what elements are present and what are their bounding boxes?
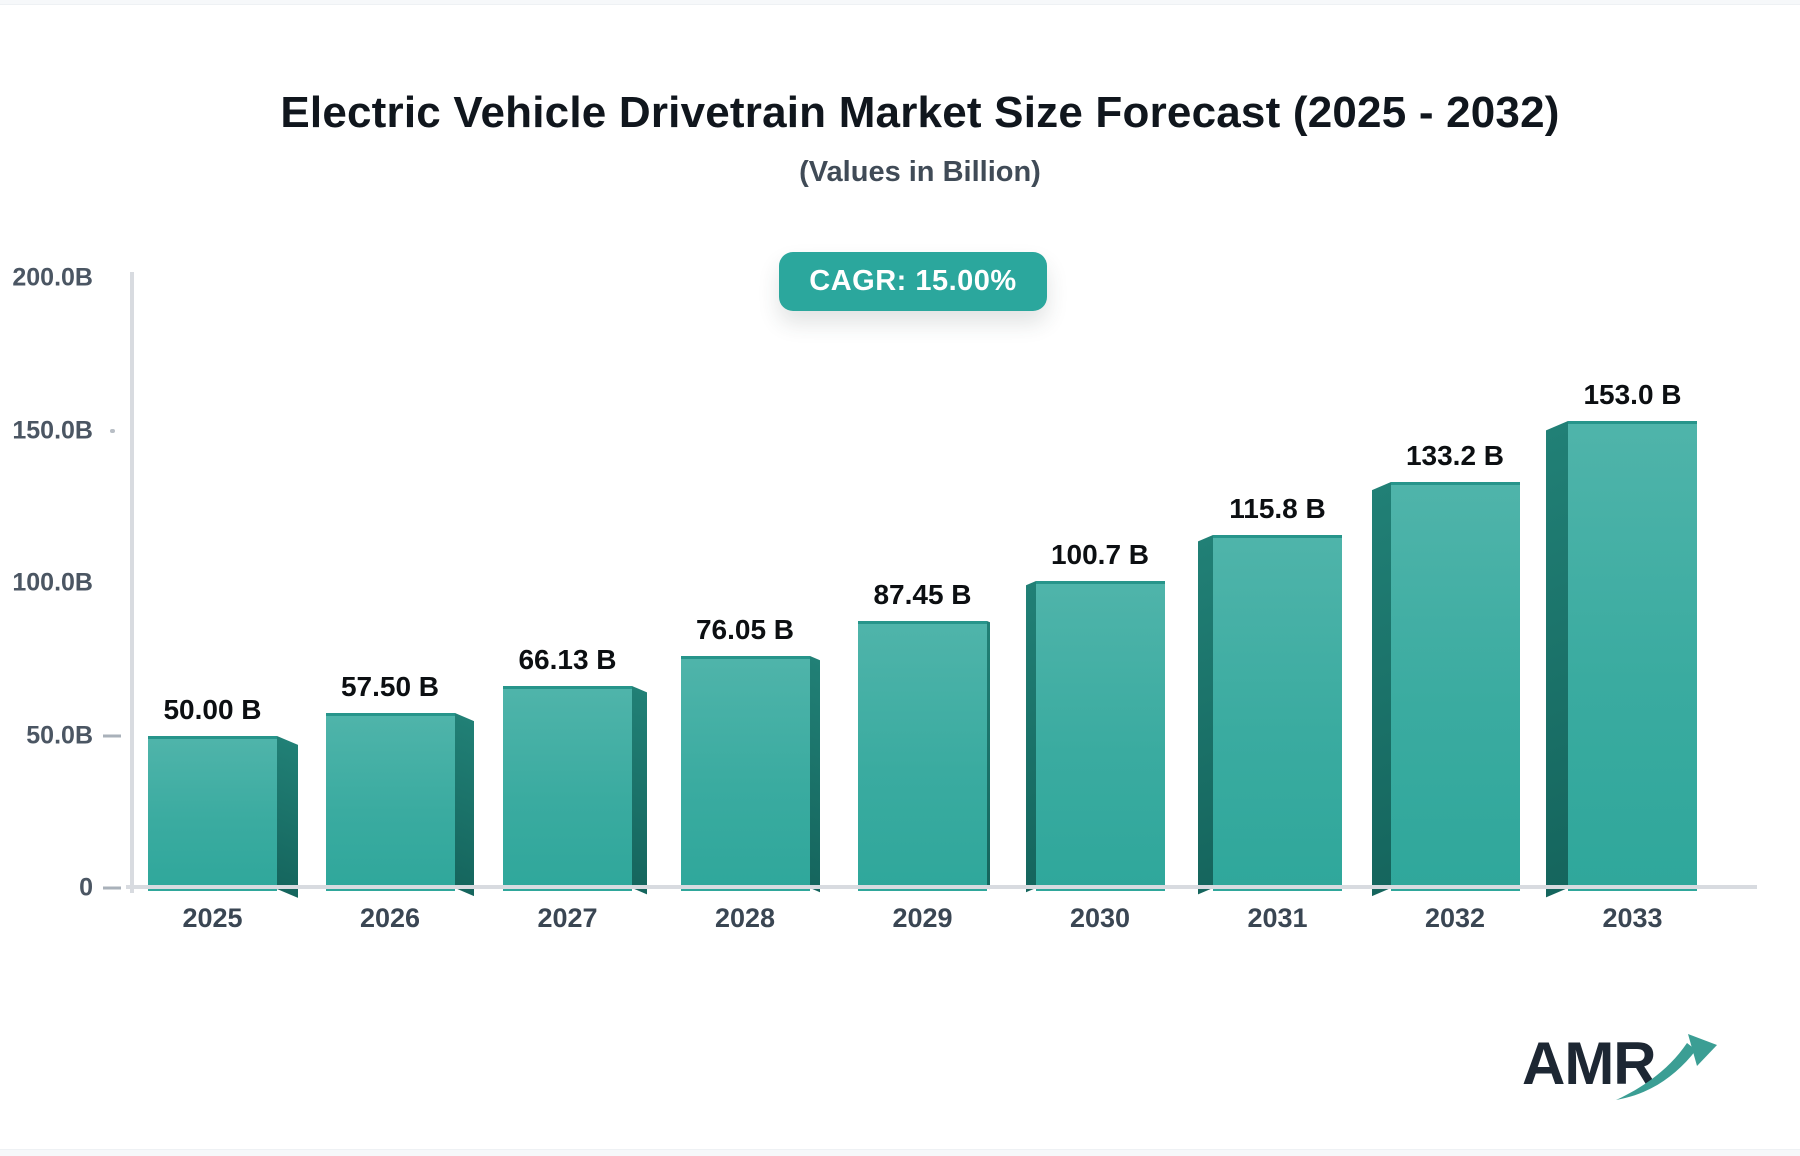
x-axis-label: 2025 [182, 903, 243, 933]
y-tick-label: 0 [79, 873, 93, 902]
bar-side-2033 [1546, 421, 1568, 898]
x-axis-label: 2031 [1247, 903, 1308, 933]
bottom-edge-strip [0, 1149, 1800, 1156]
bar-2032 [1390, 481, 1520, 891]
bar-value-label: 76.05 B [695, 614, 795, 646]
y-tick-mark [110, 428, 115, 433]
bar-side-2030 [1025, 580, 1036, 893]
y-tick-label: 50.0B [26, 721, 93, 749]
bar-side-2026 [454, 712, 474, 897]
growth-arrow-icon [1616, 1034, 1717, 1100]
bar-side-2025 [277, 735, 298, 897]
amr-logo: AMR [1522, 1034, 1722, 1114]
bar-value-label: 66.13 B [518, 644, 617, 676]
bar-value-label: 100.7 B [1050, 538, 1150, 570]
bar-value-label: 87.45 B [873, 579, 972, 611]
bar-side-2032 [1371, 481, 1391, 897]
bar-2033 [1568, 421, 1697, 891]
top-edge-strip [0, 0, 1800, 5]
bar-2031 [1213, 534, 1342, 891]
bar-side-2029 [987, 621, 990, 890]
x-axis-label: 2027 [537, 903, 598, 933]
x-axis-label: 2029 [892, 903, 953, 933]
cagr-badge: CAGR: 15.00% [779, 252, 1047, 311]
bar-2028 [680, 656, 810, 891]
bar-side-2027 [632, 686, 647, 895]
y-tick-label: 100.0B [12, 568, 93, 597]
bar-value-label: 133.2 B [1405, 439, 1505, 471]
bar-2029 [858, 621, 987, 891]
amr-logo-text: AMR [1522, 1030, 1657, 1097]
bar-value-label: 57.50 B [340, 670, 440, 702]
bar-2025 [148, 735, 277, 891]
bar-side-2028 [809, 656, 820, 893]
y-axis-line [130, 272, 134, 893]
y-tick-label: 200.0B [12, 263, 93, 292]
x-axis-label: 2026 [359, 903, 421, 933]
bar-side-2031 [1198, 534, 1213, 895]
x-axis-label: 2028 [714, 903, 776, 933]
bar-value-label: 50.00 B [163, 693, 262, 725]
x-axis-label: 2032 [1424, 903, 1486, 933]
x-axis-line [126, 885, 1757, 889]
y-tick-mark [103, 734, 121, 737]
y-tick-label: 150.0B [12, 416, 93, 444]
x-axis-label: 2030 [1069, 903, 1131, 933]
bar-2027 [503, 686, 632, 891]
x-axis-label: 2033 [1602, 903, 1663, 933]
y-tick-mark [103, 886, 121, 890]
bar-value-label: 153.0 B [1583, 379, 1682, 411]
bar-2026 [325, 712, 455, 891]
bar-2030 [1035, 580, 1165, 891]
bar-value-label: 115.8 B [1229, 492, 1326, 524]
